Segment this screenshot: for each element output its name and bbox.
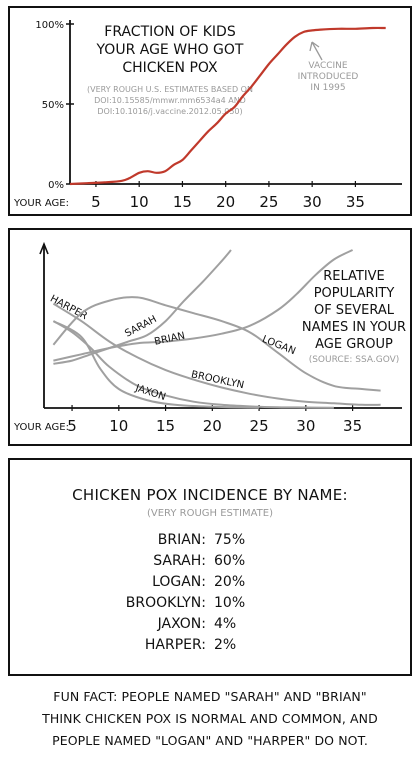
series-line-sarah	[53, 249, 232, 365]
series-line-logan	[52, 296, 381, 392]
chart2-title-line3: OF SEVERAL	[314, 303, 395, 318]
name-label: LOGAN:	[152, 574, 206, 590]
chart1-title-line1: FRACTION OF KIDS	[104, 24, 236, 40]
list-item: SARAH: 60%	[10, 551, 410, 572]
x-tick-label: 5	[67, 417, 77, 435]
incidence-value: 2%	[214, 637, 237, 653]
x-axis-label: YOUR AGE:	[13, 198, 69, 209]
incidence-by-name-panel: CHICKEN POX INCIDENCE BY NAME: (VERY ROU…	[8, 458, 412, 676]
x-tick-label: 25	[250, 417, 269, 435]
y-axis-arrow	[39, 241, 49, 255]
x-tick-label: 10	[109, 417, 128, 435]
incidence-value: 10%	[214, 595, 246, 611]
chart2-title-line1: RELATIVE	[323, 269, 385, 284]
series-line-brooklyn	[52, 302, 381, 406]
list-item: BROOKLYN: 10%	[10, 593, 410, 614]
x-tick-label: 20	[203, 417, 222, 435]
fun-fact-caption: FUN FACT: PEOPLE NAMED "SARAH" AND "BRIA…	[10, 686, 410, 752]
name-label: JAXON:	[157, 616, 206, 632]
incidence-subtitle: (VERY ROUGH ESTIMATE)	[147, 508, 273, 519]
list-item: JAXON: 4%	[10, 614, 410, 635]
series-label-brian: BRIAN	[153, 331, 186, 348]
chicken-pox-line	[69, 26, 386, 186]
chart2-title-line5: AGE GROUP	[315, 337, 393, 352]
vaccine-annotation-line1: VACCINE	[308, 61, 348, 71]
x-tick-label: 20	[216, 193, 235, 211]
x-tick-label: 10	[130, 193, 149, 211]
chart1-note-line1: (VERY ROUGH U.S. ESTIMATES BASED ON	[87, 85, 253, 94]
name-label: HARPER:	[144, 637, 206, 653]
incidence-value: 60%	[214, 553, 246, 569]
caption-line: PEOPLE NAMED "LOGAN" AND "HARPER" DO NOT…	[52, 733, 368, 748]
x-tick-label: 30	[296, 417, 315, 435]
x-tick-label: 5	[91, 193, 101, 211]
vaccine-arrow	[309, 41, 323, 61]
chart1-title-line3: CHICKEN POX	[122, 60, 218, 76]
x-tick-label: 25	[259, 193, 278, 211]
incidence-value: 20%	[214, 574, 246, 590]
name-label: BROOKLYN:	[125, 595, 206, 611]
series-label-sarah: SARAH	[123, 314, 158, 340]
name-label: BRIAN:	[157, 532, 206, 548]
incidence-title: CHICKEN POX INCIDENCE BY NAME:	[72, 486, 348, 504]
incidence-value: 4%	[214, 616, 237, 632]
list-item: LOGAN: 20%	[10, 572, 410, 593]
vaccine-annotation-line3: IN 1995	[310, 83, 345, 93]
x-tick-label: 35	[343, 417, 362, 435]
list-item: BRIAN: 75%	[10, 530, 410, 551]
incidence-value: 75%	[214, 532, 246, 548]
series-line-brian	[53, 249, 354, 362]
name-label: SARAH:	[153, 553, 206, 569]
name-popularity-chart-panel: RELATIVE POPULARITY OF SEVERAL NAMES IN …	[8, 228, 412, 446]
caption-line: THINK CHICKEN POX IS NORMAL AND COMMON, …	[42, 711, 378, 726]
series-label-harper: HARPER	[48, 293, 89, 322]
y-tick-label: 50%	[42, 100, 64, 111]
x-tick-label: 15	[156, 417, 175, 435]
incidence-list: BRIAN: 75% SARAH: 60% LOGAN: 20% BROOKLYN: 1…	[10, 530, 410, 656]
list-item: HARPER: 2%	[10, 635, 410, 656]
x-tick-label: 15	[173, 193, 192, 211]
x-tick-label: 30	[303, 193, 322, 211]
y-tick-label: 100%	[35, 20, 64, 31]
chart2-title-line4: NAMES IN YOUR	[302, 320, 406, 335]
name-popularity-chart: RELATIVE POPULARITY OF SEVERAL NAMES IN …	[13, 241, 406, 435]
chart1-note-line3: DOI:10.1016/j.vaccine.2012.05.050)	[97, 107, 242, 116]
chart2-title-line2: POPULARITY	[314, 286, 395, 301]
y-tick-label: 0%	[48, 180, 64, 191]
x-axis-label: YOUR AGE:	[13, 422, 69, 433]
chart2-source-note: (SOURCE: SSA.GOV)	[309, 355, 400, 365]
chicken-pox-chart-panel: FRACTION OF KIDS YOUR AGE WHO GOT CHICKE…	[8, 6, 412, 216]
caption-line: FUN FACT: PEOPLE NAMED "SARAH" AND "BRIA…	[53, 689, 367, 704]
chicken-pox-chart: FRACTION OF KIDS YOUR AGE WHO GOT CHICKE…	[13, 20, 402, 211]
series-label-brooklyn: BROOKLYN	[190, 369, 245, 391]
vaccine-annotation-line2: INTRODUCED	[298, 72, 359, 82]
series-line-jaxon	[52, 320, 260, 409]
chart1-note-line2: DOI:10.15585/mmwr.mm6534a4 AND	[94, 96, 246, 105]
x-tick-label: 35	[346, 193, 365, 211]
chart1-title-line2: YOUR AGE WHO GOT	[96, 42, 244, 58]
